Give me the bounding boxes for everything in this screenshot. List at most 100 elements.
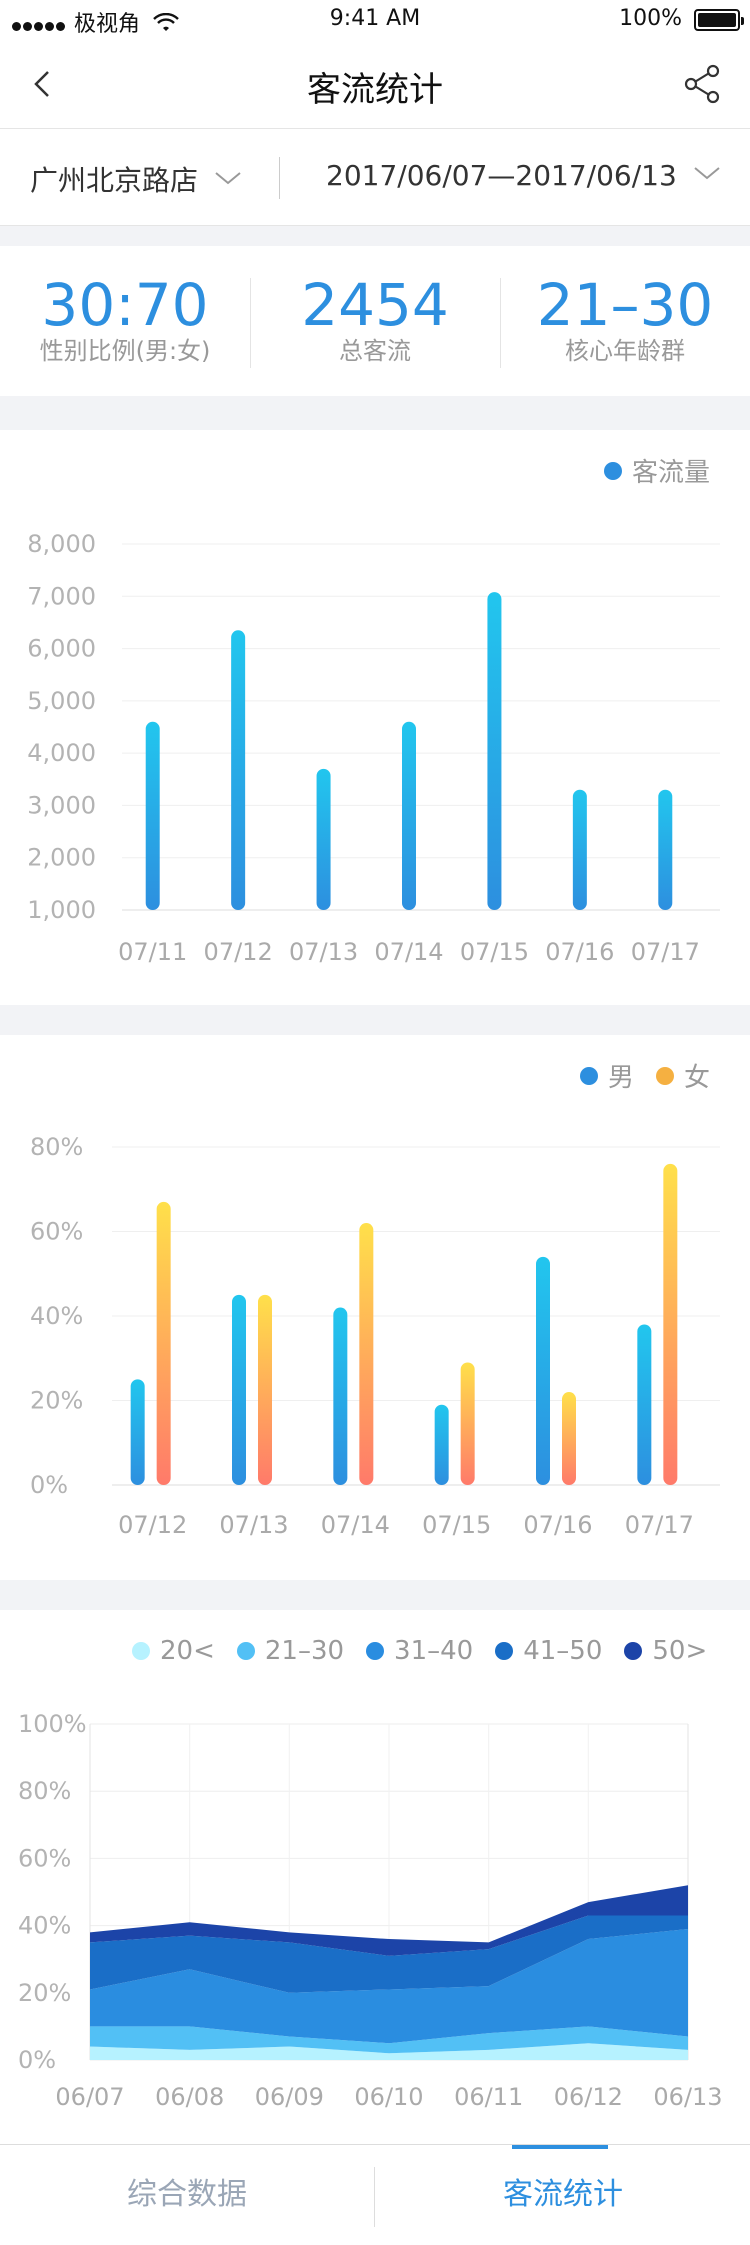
y-tick-label: 3,000 — [27, 791, 96, 819]
store-label: 广州北京路店 — [30, 164, 199, 197]
x-tick-label: 06/09 — [255, 2083, 324, 2111]
bar — [316, 768, 331, 910]
filter-divider — [279, 157, 280, 199]
age-chart-card: 20< 21–30 31–40 41–50 50> 0% 20% 40% 60% 80% 100%… — [0, 1610, 750, 2144]
x-tick-label: 07/16 — [523, 1511, 592, 1539]
navigation-bar: 客流统计 — [0, 44, 750, 128]
x-tick-label: 07/12 — [118, 1511, 187, 1539]
tab-bar: 综合数据 客流统计 — [0, 2144, 750, 2245]
area-series — [90, 1928, 688, 2044]
legend-dot — [603, 461, 622, 480]
legend-item-female: 女 — [655, 1057, 710, 1094]
bar — [231, 630, 246, 910]
legend-label: 31–40 — [394, 1636, 474, 1666]
x-tick-label: 07/14 — [321, 1511, 390, 1539]
status-time: 9:41 AM — [329, 6, 421, 31]
y-tick-label: 40% — [30, 1302, 83, 1330]
y-tick-label: 7,000 — [27, 582, 96, 610]
bar-male — [434, 1404, 449, 1485]
filter-bar: 广州北京路店 2017/06/07—2017/06/13 — [0, 128, 750, 226]
y-tick-label: 60% — [30, 1218, 83, 1246]
legend-dot — [655, 1066, 674, 1085]
chart2-legend: 男 女 — [558, 1057, 710, 1094]
legend-dot — [624, 1642, 643, 1660]
store-selector[interactable]: 广州北京路店 — [30, 159, 243, 199]
chevron-down-icon — [215, 172, 241, 185]
legend-item-age: 31–40 — [366, 1636, 473, 1666]
x-tick-label: 07/17 — [625, 1511, 694, 1539]
date-range-label: 2017/06/07—2017/06/13 — [326, 159, 677, 192]
legend-item-traffic: 客流量 — [603, 452, 710, 489]
y-tick-label: 0% — [30, 1471, 68, 1499]
status-bar: 极视角 9:41 AM 100% — [0, 0, 750, 44]
bar-male — [130, 1379, 145, 1485]
x-tick-label: 07/12 — [204, 938, 273, 966]
legend-dot — [132, 1642, 150, 1660]
share-icon[interactable] — [680, 62, 724, 106]
summary-total-traffic: 2454 总客流 — [250, 274, 500, 366]
bar-female — [562, 1392, 576, 1485]
chevron-down-icon — [694, 167, 720, 180]
bar-female — [663, 1163, 678, 1485]
legend-dot — [579, 1066, 598, 1085]
core-age-label: 核心年龄群 — [565, 337, 685, 365]
x-tick-label: 06/13 — [653, 2083, 722, 2111]
summary-divider — [500, 278, 501, 368]
date-range-selector[interactable]: 2017/06/07—2017/06/13 — [326, 159, 722, 192]
gender-ratio-label: 性别比例(男:女) — [39, 337, 211, 365]
battery-icon — [694, 9, 744, 31]
bar — [402, 721, 416, 910]
legend-label: 41–50 — [523, 1636, 603, 1666]
bar-male — [333, 1307, 348, 1485]
area-series — [90, 2026, 688, 2054]
y-tick-label: 6,000 — [27, 635, 96, 663]
bar-male — [637, 1324, 652, 1485]
area-series — [90, 1915, 688, 1993]
gender-bar-chart: 0% 20% 40% 60% 80% 07/12 07/13 07/14 07/15 07/16 0… — [30, 1133, 720, 1539]
y-tick-label: 40% — [18, 1912, 71, 1940]
bar — [145, 721, 160, 910]
bar-female — [258, 1294, 272, 1485]
y-tick-label: 100% — [18, 1710, 87, 1738]
y-tick-label: 20% — [18, 1979, 71, 2007]
legend-item-age: 41–50 — [495, 1636, 602, 1666]
legend-label: 20< — [160, 1636, 215, 1666]
legend-dot — [366, 1642, 385, 1660]
total-traffic-label: 总客流 — [339, 337, 411, 365]
x-tick-label: 07/16 — [545, 938, 614, 966]
core-age-value: 21–30 — [536, 271, 714, 339]
tab-divider — [374, 2167, 375, 2227]
bar-male — [536, 1256, 550, 1485]
bar — [658, 789, 673, 910]
bar — [487, 592, 502, 910]
legend-dot — [236, 1642, 255, 1660]
chevron-left-icon[interactable] — [24, 64, 64, 104]
tab-overview[interactable]: 综合数据 — [127, 2177, 247, 2212]
summary-core-age: 21–30 核心年龄群 — [500, 274, 750, 366]
legend-dot — [495, 1642, 514, 1660]
y-tick-label: 1,000 — [27, 896, 96, 924]
legend-label: 50> — [652, 1636, 708, 1666]
y-tick-label: 80% — [30, 1133, 83, 1161]
chart3-legend: 20< 21–30 31–40 41–50 50> — [110, 1636, 707, 1666]
x-tick-label: 07/14 — [374, 938, 443, 966]
x-tick-label: 07/13 — [289, 938, 358, 966]
legend-item-age: 20< — [132, 1636, 215, 1666]
status-carrier: 极视角 — [12, 6, 179, 38]
gender-ratio-value: 30:70 — [41, 271, 209, 339]
chart1-legend: 客流量 — [582, 452, 710, 489]
tab-traffic-stats[interactable]: 客流统计 — [503, 2177, 623, 2212]
bar-female — [460, 1362, 475, 1485]
gender-chart-card: 男 女 0% 20% 40% 60% 80% 07/12 07/13 07/14 07/15 07… — [0, 1035, 750, 1580]
bar — [572, 789, 587, 910]
summary-panel: 30:70 性别比例(男:女) 2454 总客流 21–30 核心年龄群 — [0, 246, 750, 396]
legend-label: 21–30 — [264, 1636, 345, 1666]
age-area-chart: 0% 20% 40% 60% 80% 100% 06/07 06/08 06/09 06/10 06… — [18, 1710, 723, 2111]
y-tick-label: 20% — [30, 1387, 83, 1415]
page-title: 客流统计 — [307, 70, 443, 110]
traffic-bar-chart: 1,000 2,000 3,000 4,000 5,000 6,000 7,000 8,000… — [27, 530, 720, 966]
x-tick-label: 07/15 — [460, 938, 529, 966]
summary-gender-ratio: 30:70 性别比例(男:女) — [0, 274, 250, 366]
y-tick-label: 0% — [18, 2046, 56, 2074]
y-tick-label: 5,000 — [27, 687, 96, 715]
